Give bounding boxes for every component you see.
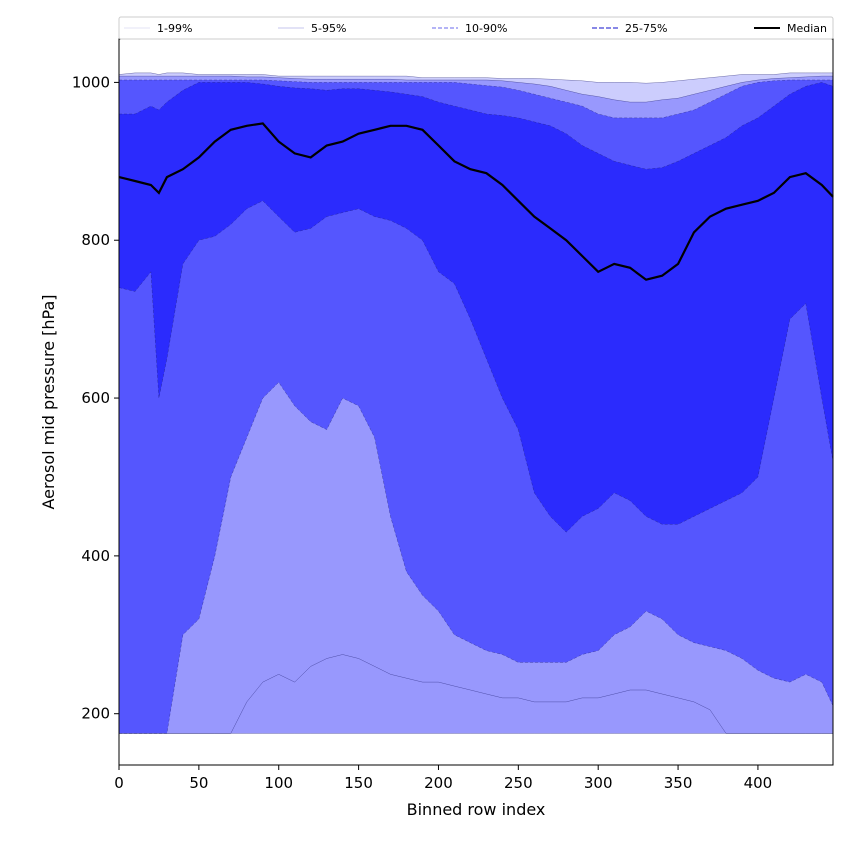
x-tick-label: 350 — [664, 774, 693, 792]
y-tick-label: 1000 — [72, 73, 110, 91]
y-tick-label: 400 — [81, 547, 110, 565]
series-line-median — [118, 122, 834, 281]
y-axis: 200 400 600 800 1000 — [72, 73, 119, 723]
y-tick-label: 600 — [81, 389, 110, 407]
x-tick-label: 0 — [114, 774, 124, 792]
legend-label: 1-99% — [157, 22, 192, 35]
series-lines — [118, 72, 834, 734]
x-tick-label: 250 — [504, 774, 533, 792]
legend-label: Median — [787, 22, 827, 35]
band-edge-25-75%-lower — [118, 200, 834, 533]
percentile-bands — [119, 72, 833, 734]
band-edge-10-90%-lower — [119, 381, 834, 734]
y-tick-label: 200 — [81, 705, 110, 723]
x-tick-label: 200 — [424, 774, 453, 792]
y-axis-title: Aerosol mid pressure [hPa] — [39, 294, 58, 509]
x-tick-label: 300 — [584, 774, 613, 792]
x-tick-label: 50 — [189, 774, 208, 792]
x-axis-title: Binned row index — [407, 800, 546, 819]
legend: 1-99% 5-95% 10-90% 25-75% Median — [118, 16, 834, 40]
band-edge-5-95%-upper — [119, 75, 833, 103]
legend-label: 5-95% — [311, 22, 346, 35]
legend-label: 10-90% — [465, 22, 507, 35]
x-tick-label: 150 — [344, 774, 373, 792]
x-axis: 0 50 100 150 200 250 300 350 400 — [114, 765, 772, 792]
band-25-75% — [119, 82, 833, 533]
legend-box — [118, 16, 834, 40]
x-tick-label: 400 — [744, 774, 773, 792]
x-tick-label: 100 — [264, 774, 293, 792]
band-edge-1-99%-upper — [118, 72, 833, 84]
band-edge-10-90%-upper — [119, 79, 833, 119]
y-tick-label: 800 — [81, 231, 110, 249]
legend-label: 25-75% — [625, 22, 667, 35]
band-edge-25-75%-upper — [119, 82, 834, 170]
